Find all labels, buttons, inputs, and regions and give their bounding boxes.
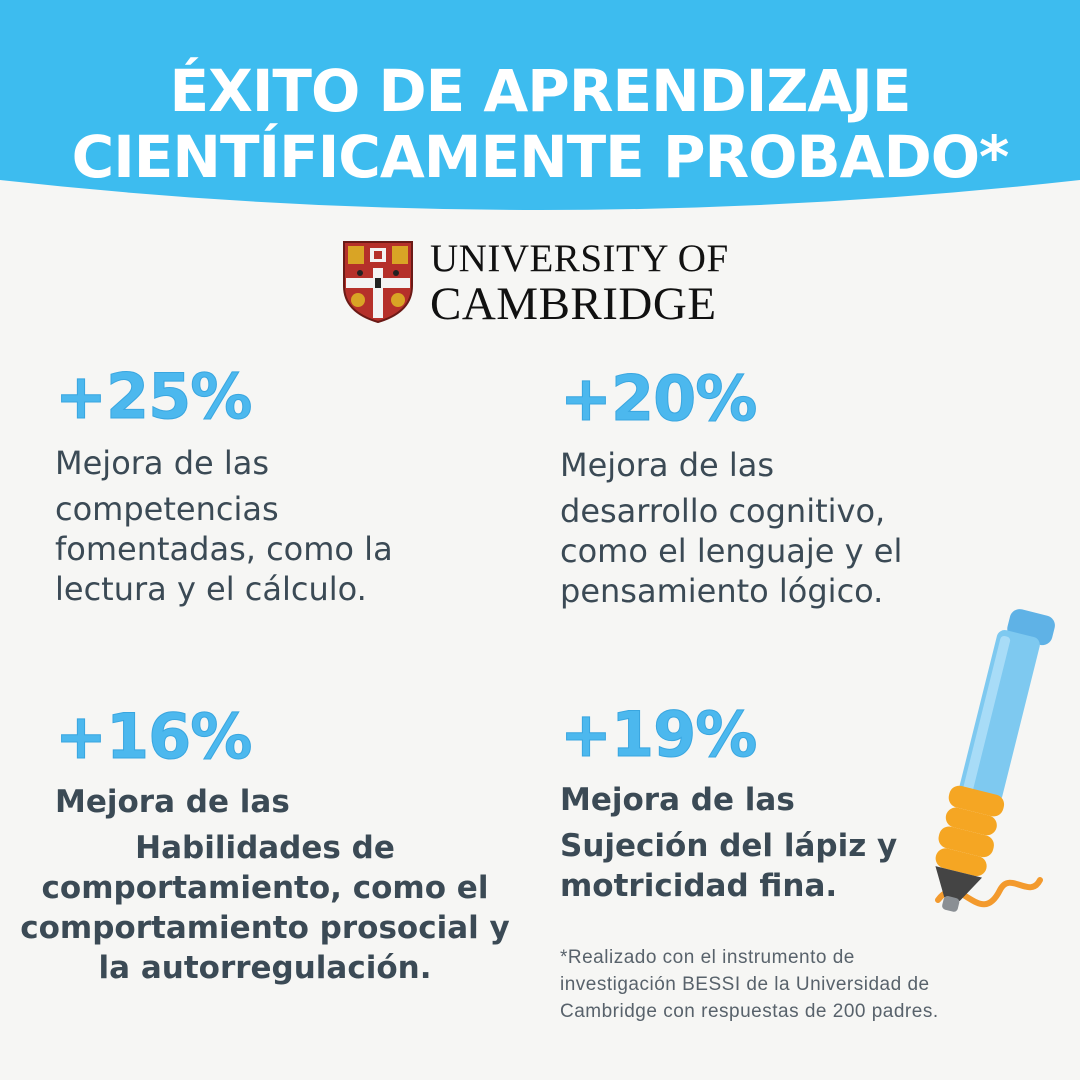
university-logo: UNIVERSITY OF CAMBRIDGE (342, 238, 742, 328)
stat-value-behavior: +16% (54, 700, 252, 773)
stat-line: lectura y el cálculo. (55, 570, 367, 608)
cambridge-crest-icon (343, 241, 413, 324)
page-title: ÉXITO DE APRENDIZAJE CIENTÍFICAMENTE PRO… (0, 58, 1080, 190)
stylus-pen-icon (935, 609, 1055, 912)
stat-line: comportamiento, como el (41, 870, 489, 906)
stat-line: Mejora de las (55, 444, 270, 482)
stat-line: Mejora de las (55, 784, 290, 820)
stat-line: Mejora de las (560, 782, 795, 818)
stat-line: pensamiento lógico. (560, 572, 884, 610)
stat-line: desarrollo cognitivo, (560, 492, 886, 530)
stat-line: Sujeción del lápiz y (560, 828, 898, 864)
stat-value-reading: +25% (54, 360, 252, 433)
title-line-1: ÉXITO DE APRENDIZAJE (169, 57, 911, 125)
stat-value-pencil-grip: +19% (559, 698, 757, 771)
title-line-2: CIENTÍFICAMENTE PROBADO* (71, 123, 1010, 191)
header-banner: ÉXITO DE APRENDIZAJE CIENTÍFICAMENTE PRO… (0, 0, 1080, 215)
stat-line: competencias (55, 490, 279, 528)
footnote-line: Cambridge con respuestas de 200 padres. (560, 1001, 939, 1022)
stat-line: fomentadas, como la (55, 530, 393, 568)
footnote-line: *Realizado con el instrumento de (560, 947, 855, 968)
stat-line: comportamiento prosocial y (20, 910, 510, 946)
footnote-line: investigación BESSI de la Universidad de (560, 974, 930, 995)
stat-description-cognitive: Mejora de las desarrollo cognitivo, como… (560, 445, 1000, 611)
stat-description-reading: Mejora de las competencias fomentadas, c… (55, 443, 495, 609)
university-name: UNIVERSITY OF CAMBRIDGE (430, 237, 750, 330)
stat-line: Habilidades de (135, 830, 395, 866)
stat-description-behavior: Mejora de las Habilidades de comportamie… (0, 782, 530, 988)
stat-line: Mejora de las (560, 446, 775, 484)
stat-description-pencil-grip: Mejora de las Sujeción del lápiz y motri… (560, 780, 920, 906)
university-name-line-1: UNIVERSITY OF (430, 237, 729, 280)
footnote: *Realizado con el instrumento de investi… (560, 944, 1030, 1025)
stat-line: como el lenguaje y el (560, 532, 903, 570)
university-name-line-2: CAMBRIDGE (430, 278, 717, 330)
header-wave-background (0, 0, 1080, 210)
stat-line: motricidad fina. (560, 868, 838, 904)
stat-line: la autorregulación. (98, 950, 432, 986)
stat-value-cognitive: +20% (559, 362, 757, 435)
